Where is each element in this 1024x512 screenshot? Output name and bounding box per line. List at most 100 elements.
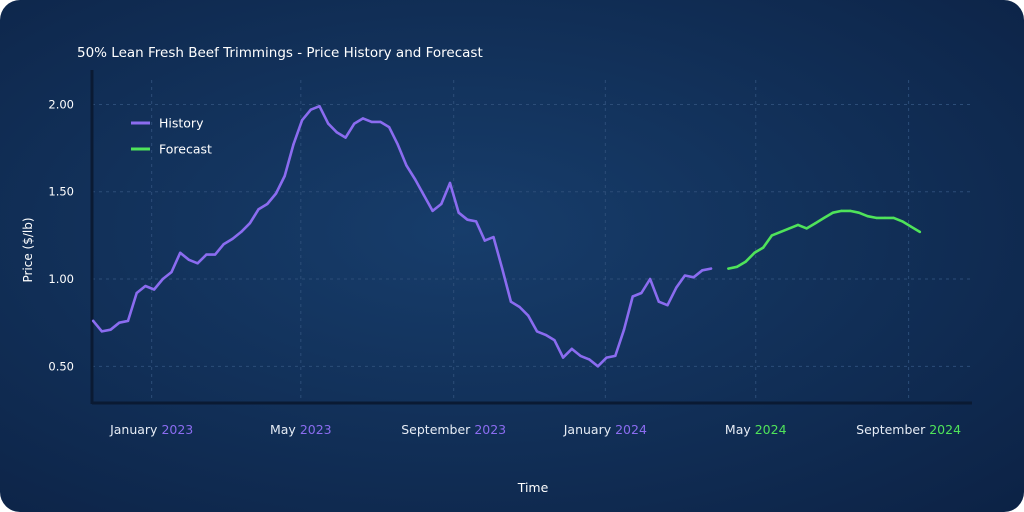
x-tick-month: September <box>856 422 929 437</box>
data-point-history <box>387 125 391 129</box>
x-axis-label: Time <box>517 480 549 495</box>
data-point-history <box>709 267 713 270</box>
data-point-history <box>144 284 147 288</box>
chart-title: 50% Lean Fresh Beef Trimmings - Price Hi… <box>77 45 483 61</box>
legend-label-forecast: Forecast <box>159 142 212 157</box>
data-point-history <box>344 136 347 139</box>
data-point-history <box>440 202 443 206</box>
x-tick-month: January <box>563 422 615 437</box>
data-point-forecast <box>744 260 747 263</box>
data-point-history <box>448 181 452 185</box>
data-point-history <box>161 277 165 281</box>
y-tick-label: 1.50 <box>48 185 74 199</box>
data-point-history <box>396 143 399 146</box>
x-tick-year: 2023 <box>474 422 506 437</box>
data-point-history <box>570 347 573 351</box>
data-point-history <box>326 122 330 125</box>
data-point-history <box>213 253 217 256</box>
x-tick-label: May 2023 <box>270 422 332 437</box>
data-point-history <box>239 230 243 234</box>
x-tick-month: May <box>270 422 300 437</box>
data-point-history <box>466 218 469 221</box>
data-point-history <box>631 295 634 298</box>
data-point-forecast <box>788 227 791 230</box>
data-point-history <box>666 304 669 307</box>
data-point-history <box>683 274 687 277</box>
data-point-forecast <box>909 225 913 228</box>
series-line-forecast <box>727 209 922 270</box>
data-point-forecast <box>770 234 774 237</box>
data-point-forecast <box>848 209 852 213</box>
y-tick-label: 0.50 <box>48 359 74 373</box>
data-point-history <box>222 242 225 246</box>
data-point-history <box>579 354 582 358</box>
x-tick-month: May <box>725 422 755 437</box>
y-tick-label: 1.00 <box>48 272 74 286</box>
data-point-history <box>500 267 504 270</box>
x-tick-label: September 2023 <box>401 422 506 437</box>
data-point-history <box>135 291 138 295</box>
data-point-forecast <box>761 246 765 249</box>
data-point-forecast <box>892 216 895 220</box>
data-point-history <box>274 192 278 195</box>
data-point-history <box>422 194 426 197</box>
data-point-history <box>126 319 130 323</box>
data-point-forecast <box>883 216 887 220</box>
data-point-history <box>205 253 208 256</box>
x-tick-year: 2023 <box>161 422 193 437</box>
x-tick-year: 2024 <box>615 422 647 437</box>
x-tick-year: 2023 <box>300 422 332 437</box>
data-point-history <box>170 270 173 274</box>
data-point-history <box>483 239 486 242</box>
data-point-forecast <box>822 216 826 220</box>
data-point-forecast <box>901 220 904 223</box>
y-tick-label: 2.00 <box>48 97 74 111</box>
data-point-history <box>518 305 521 309</box>
data-point-forecast <box>918 230 921 234</box>
data-point-history <box>474 220 478 223</box>
data-point-forecast <box>831 211 834 214</box>
data-point-history <box>231 237 234 241</box>
data-point-history <box>196 262 199 265</box>
data-point-history <box>257 208 260 211</box>
x-tick-label: September 2024 <box>856 422 961 437</box>
data-point-forecast <box>805 227 808 230</box>
data-point-forecast <box>796 223 800 227</box>
data-point-history <box>605 356 608 359</box>
data-point-history <box>413 178 417 181</box>
x-tick-label: January 2024 <box>563 422 647 437</box>
data-point-history <box>292 143 295 146</box>
data-point-history <box>187 258 191 262</box>
data-point-forecast <box>866 214 869 218</box>
data-point-history <box>535 330 539 333</box>
x-tick-month: January <box>109 422 161 437</box>
data-point-history <box>100 330 104 333</box>
data-point-history <box>109 328 112 331</box>
x-tick-label: May 2024 <box>725 422 787 437</box>
data-point-forecast <box>840 209 843 213</box>
data-point-history <box>361 117 365 120</box>
data-point-history <box>92 319 95 323</box>
legend-label-history: History <box>159 116 204 131</box>
data-point-history <box>335 131 339 134</box>
data-point-forecast <box>735 265 739 269</box>
data-point-history <box>640 291 643 295</box>
data-point-history <box>596 365 600 368</box>
data-point-history <box>248 221 252 225</box>
data-point-history <box>544 333 547 337</box>
data-point-history <box>701 269 704 272</box>
data-point-history <box>283 174 286 178</box>
data-point-history <box>370 120 373 124</box>
data-point-history <box>587 358 591 361</box>
series-line-history <box>91 104 713 368</box>
data-point-forecast <box>857 211 861 214</box>
data-point-forecast <box>779 230 782 234</box>
data-point-history <box>527 314 530 317</box>
data-point-history <box>118 321 121 324</box>
data-point-history <box>561 356 565 359</box>
data-point-forecast <box>814 221 817 225</box>
data-point-history <box>318 104 321 108</box>
x-tick-year: 2024 <box>929 422 961 437</box>
data-point-forecast <box>727 267 730 270</box>
data-point-history <box>179 251 182 255</box>
